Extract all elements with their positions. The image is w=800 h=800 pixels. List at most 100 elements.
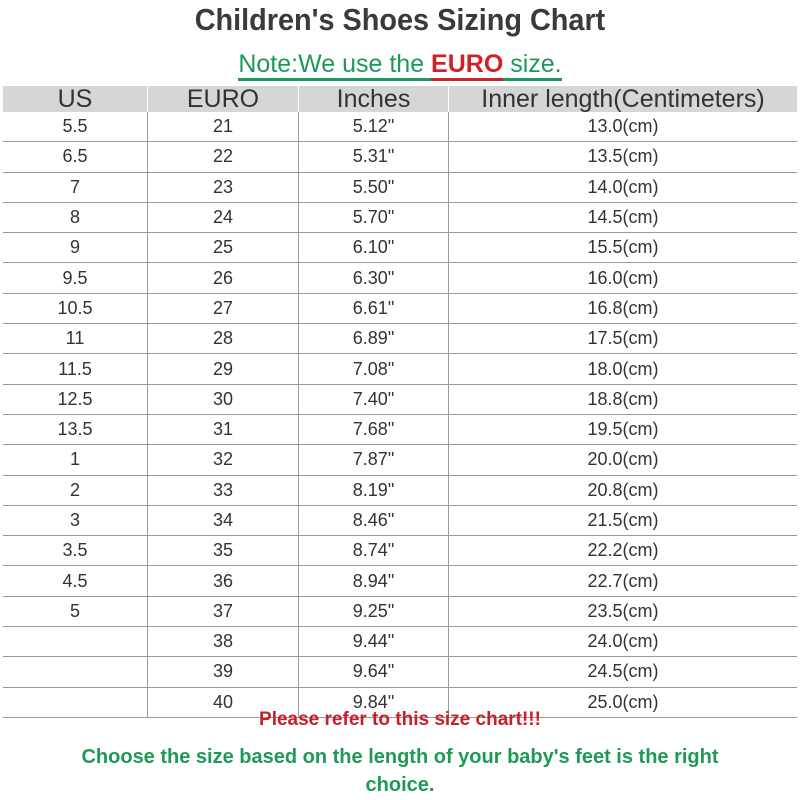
cell-inches: 7.08" (298, 353, 449, 385)
cell-inner-length: 17.5(cm) (448, 323, 797, 355)
cell-us: 6.5 (3, 141, 148, 173)
note-suffix: size. (503, 50, 562, 81)
cell-us: 9.5 (3, 262, 148, 294)
cell-euro: 35 (147, 535, 299, 567)
cell-euro: 39 (147, 656, 299, 688)
table-row: 1 32 7.87" 20.0(cm) (3, 444, 797, 476)
cell-inches: 7.68" (298, 414, 449, 446)
table-row: 2 33 8.19" 20.8(cm) (3, 475, 797, 506)
choose-advice: Choose the size based on the length of y… (81, 746, 719, 796)
table-row: 11 28 6.89" 17.5(cm) (3, 323, 797, 355)
header-euro: EURO (147, 86, 299, 112)
cell-inches: 6.30" (298, 262, 449, 294)
cell-us (3, 656, 148, 688)
cell-euro: 28 (147, 323, 299, 355)
cell-inner-length: 13.5(cm) (448, 141, 797, 173)
cell-inner-length: 20.8(cm) (448, 475, 797, 506)
cell-us: 12.5 (3, 384, 148, 415)
cell-inches: 5.31" (298, 141, 449, 173)
cell-inches: 5.50" (298, 172, 449, 203)
cell-inner-length: 20.0(cm) (448, 444, 797, 476)
cell-us: 4.5 (3, 565, 148, 597)
cell-inches: 6.61" (298, 293, 449, 325)
size-table: US EURO Inches Inner length(Centimeters)… (3, 86, 797, 718)
cell-euro: 22 (147, 141, 299, 173)
table-header-row: US EURO Inches Inner length(Centimeters) (3, 86, 797, 112)
refer-notice: Please refer to this size chart!!! (259, 709, 541, 730)
cell-us: 11 (3, 323, 148, 355)
table-row: 8 24 5.70" 14.5(cm) (3, 202, 797, 234)
table-row: 9.5 26 6.30" 16.0(cm) (3, 262, 797, 294)
cell-inner-length: 22.2(cm) (448, 535, 797, 567)
header-inches: Inches (298, 86, 449, 112)
cell-inner-length: 23.5(cm) (448, 596, 797, 628)
table-row: 6.5 22 5.31" 13.5(cm) (3, 141, 797, 173)
cell-euro: 23 (147, 172, 299, 203)
header-us: US (3, 86, 148, 112)
table-row: 13.5 31 7.68" 19.5(cm) (3, 414, 797, 446)
cell-inches: 5.70" (298, 202, 449, 234)
table-row: 3 34 8.46" 21.5(cm) (3, 505, 797, 537)
cell-us: 3.5 (3, 535, 148, 567)
cell-us (3, 626, 148, 658)
cell-euro: 21 (147, 112, 299, 143)
cell-inches: 8.46" (298, 505, 449, 537)
cell-euro: 36 (147, 565, 299, 597)
cell-inner-length: 19.5(cm) (448, 414, 797, 446)
cell-inner-length: 18.0(cm) (448, 353, 797, 385)
note-euro-highlight: EURO (431, 50, 504, 81)
table-row: 7 23 5.50" 14.0(cm) (3, 172, 797, 203)
table-row: 12.5 30 7.40" 18.8(cm) (3, 384, 797, 415)
cell-inner-length: 25.0(cm) (448, 687, 797, 718)
cell-us: 9 (3, 232, 148, 264)
cell-euro: 34 (147, 505, 299, 537)
cell-us: 5.5 (3, 112, 148, 143)
cell-inner-length: 18.8(cm) (448, 384, 797, 415)
cell-euro: 37 (147, 596, 299, 628)
cell-euro: 27 (147, 293, 299, 325)
cell-euro: 31 (147, 414, 299, 446)
cell-euro: 40 (147, 687, 299, 718)
cell-us (3, 687, 148, 718)
cell-inner-length: 24.5(cm) (448, 656, 797, 688)
cell-us: 5 (3, 596, 148, 628)
cell-euro: 38 (147, 626, 299, 658)
euro-note: Note:We use the EURO size. (0, 50, 800, 81)
cell-inches: 5.12" (298, 112, 449, 143)
cell-inner-length: 15.5(cm) (448, 232, 797, 264)
cell-inner-length: 14.5(cm) (448, 202, 797, 234)
cell-inner-length: 24.0(cm) (448, 626, 797, 658)
cell-euro: 24 (147, 202, 299, 234)
cell-inches: 9.44" (298, 626, 449, 658)
table-row: 40 9.84" 25.0(cm) (3, 687, 797, 718)
table-row: 3.5 35 8.74" 22.2(cm) (3, 535, 797, 567)
table-row: 9 25 6.10" 15.5(cm) (3, 232, 797, 264)
cell-inches: 7.40" (298, 384, 449, 415)
table-row: 11.5 29 7.08" 18.0(cm) (3, 353, 797, 385)
cell-inches: 9.25" (298, 596, 449, 628)
cell-inner-length: 13.0(cm) (448, 112, 797, 143)
cell-us: 13.5 (3, 414, 148, 446)
cell-inches: 8.94" (298, 565, 449, 597)
cell-us: 3 (3, 505, 148, 537)
cell-us: 11.5 (3, 353, 148, 385)
cell-inches: 7.87" (298, 444, 449, 476)
table-row: 38 9.44" 24.0(cm) (3, 626, 797, 658)
table-row: 4.5 36 8.94" 22.7(cm) (3, 565, 797, 597)
cell-inches: 9.84" (298, 687, 449, 718)
cell-euro: 26 (147, 262, 299, 294)
cell-inches: 9.64" (298, 656, 449, 688)
cell-inches: 6.10" (298, 232, 449, 264)
table-row: 5 37 9.25" 23.5(cm) (3, 596, 797, 628)
table-row: 39 9.64" 24.5(cm) (3, 656, 797, 688)
page-title: Children's Shoes Sizing Chart (194, 2, 606, 37)
cell-us: 10.5 (3, 293, 148, 325)
cell-us: 2 (3, 475, 148, 506)
cell-inner-length: 16.8(cm) (448, 293, 797, 325)
cell-euro: 25 (147, 232, 299, 264)
cell-euro: 30 (147, 384, 299, 415)
cell-us: 8 (3, 202, 148, 234)
cell-inches: 6.89" (298, 323, 449, 355)
cell-inches: 8.19" (298, 475, 449, 506)
cell-inches: 8.74" (298, 535, 449, 567)
